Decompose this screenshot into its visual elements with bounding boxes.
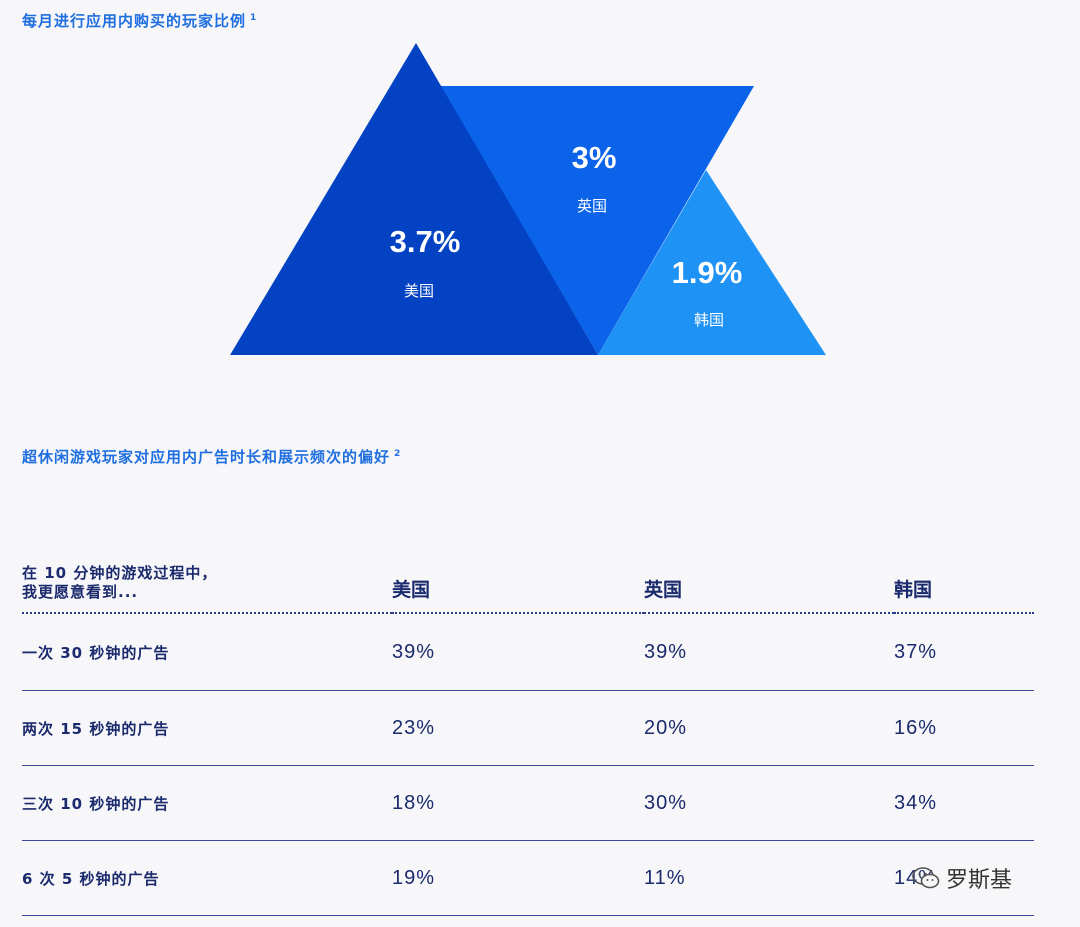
- value-label-uk: 3%: [572, 140, 617, 175]
- column-header-kr: 韩国: [894, 540, 1034, 614]
- country-label-us: 美国: [404, 282, 434, 300]
- cell-value: 11%: [644, 840, 894, 916]
- cell-value: 18%: [392, 765, 644, 841]
- cell-value: 16%: [894, 690, 1034, 766]
- value-label-kr: 1.9%: [672, 255, 743, 290]
- triangle-kr: [598, 170, 826, 355]
- row-label: 一次 30 秒钟的广告: [22, 613, 392, 691]
- table-row: 两次 15 秒钟的广告 23% 20% 16%: [22, 690, 1034, 766]
- footnote-1: 1: [250, 13, 258, 23]
- row-label: 三次 10 秒钟的广告: [22, 765, 392, 841]
- header-question: 在 10 分钟的游戏过程中， 我更愿意看到...: [22, 540, 392, 614]
- triangle-chart: 3.7% 美国 3% 英国 1.9% 韩国: [230, 43, 826, 355]
- row-label: 两次 15 秒钟的广告: [22, 690, 392, 766]
- table-title: 超休闲游戏玩家对应用内广告时长和展示频次的偏好 2: [22, 448, 402, 466]
- cell-value: 30%: [644, 765, 894, 841]
- cell-value: 34%: [894, 765, 1034, 841]
- column-header-uk: 英国: [644, 540, 894, 614]
- watermark-text: 罗斯基: [946, 868, 1013, 893]
- value-label-us: 3.7%: [390, 224, 461, 259]
- triangle-uk: [440, 86, 754, 355]
- watermark: 罗斯基: [912, 862, 1012, 894]
- chart-title: 每月进行应用内购买的玩家比例 1: [22, 12, 258, 30]
- table-row: 三次 10 秒钟的广告 18% 30% 34%: [22, 765, 1034, 841]
- footnote-2: 2: [394, 449, 402, 459]
- cell-value: 39%: [644, 613, 894, 691]
- country-label-uk: 英国: [577, 197, 607, 215]
- wechat-icon: [912, 867, 940, 889]
- preference-table: 在 10 分钟的游戏过程中， 我更愿意看到... 美国 英国 韩国 一次 30 …: [22, 540, 1034, 916]
- table-row: 6 次 5 秒钟的广告 19% 11% 14%: [22, 840, 1034, 916]
- cell-value: 23%: [392, 690, 644, 766]
- table-row: 一次 30 秒钟的广告 39% 39% 37%: [22, 613, 1034, 691]
- cell-value: 37%: [894, 613, 1034, 691]
- cell-value: 39%: [392, 613, 644, 691]
- country-label-kr: 韩国: [694, 311, 724, 329]
- triangle-us: [230, 43, 598, 355]
- column-header-us: 美国: [392, 540, 644, 614]
- cell-value: 20%: [644, 690, 894, 766]
- table-header-row: 在 10 分钟的游戏过程中， 我更愿意看到... 美国 英国 韩国: [22, 540, 1034, 614]
- cell-value: 19%: [392, 840, 644, 916]
- row-label: 6 次 5 秒钟的广告: [22, 840, 392, 916]
